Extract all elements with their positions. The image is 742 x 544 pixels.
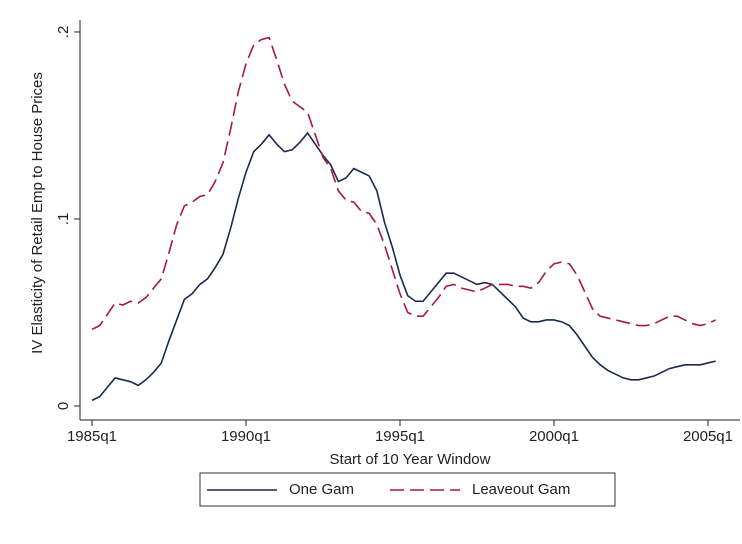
legend-label: One Gam (289, 481, 354, 498)
y-axis-title: IV Elasticity of Retail Emp to House Pri… (29, 72, 46, 354)
series-line (91, 131, 716, 402)
x-tick-label: 1995q1 (375, 428, 425, 445)
y-tick-label: 0 (55, 402, 72, 410)
x-tick-label: 2000q1 (529, 428, 579, 445)
y-tick-label: .1 (55, 213, 72, 226)
legend-label: Leaveout Gam (472, 481, 570, 498)
x-tick-label: 1990q1 (221, 428, 271, 445)
series-line (91, 36, 717, 331)
x-tick-label: 1985q1 (67, 428, 117, 445)
y-tick-label: .2 (55, 26, 72, 39)
x-axis-title: Start of 10 Year Window (330, 451, 491, 468)
x-tick-label: 2005q1 (683, 428, 733, 445)
